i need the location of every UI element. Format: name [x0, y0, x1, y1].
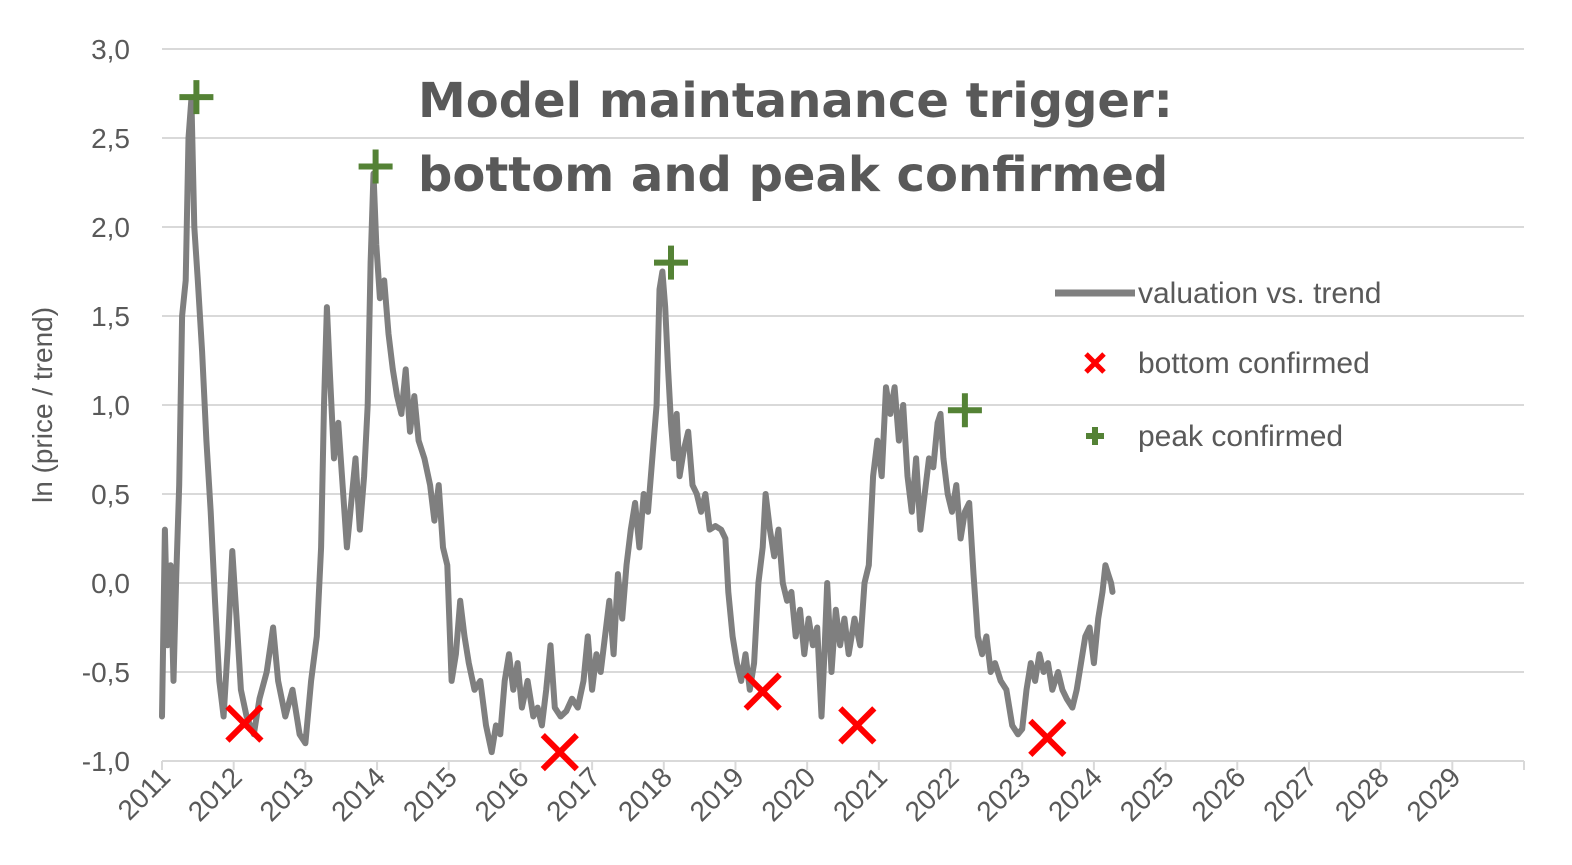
x-tick-label: 2029	[1401, 761, 1467, 827]
bottom-confirmed-marker	[1028, 718, 1067, 758]
peak-confirmed-marker	[358, 149, 393, 184]
legend-item-valuation: valuation vs. trend	[1055, 277, 1381, 310]
x-tick-labels: 2011 2012 2013 2014 2015 2016 2017 2018 2019 2020…	[112, 761, 1467, 827]
peak-confirmed-marker	[947, 393, 982, 428]
chart-title-line-2: bottom and peak confirmed	[418, 147, 1168, 203]
legend: valuation vs. trend bottom confirmed pea…	[1055, 277, 1381, 453]
x-tick-label: 2027	[1257, 761, 1323, 827]
legend-item-bottom: bottom confirmed	[1084, 347, 1370, 380]
chart-title: Model maintanance trigger: bottom and pe…	[418, 73, 1173, 203]
axis-layer	[161, 760, 1525, 770]
legend-label-bottom: bottom confirmed	[1138, 347, 1370, 380]
y-tick-label: 0,5	[91, 479, 130, 510]
x-tick-label: 2021	[827, 761, 893, 827]
x-tick-label: 2028	[1329, 761, 1395, 827]
x-tick-label: 2022	[899, 761, 965, 827]
bottom-confirmed-marker	[225, 704, 264, 743]
peak-confirmed-marker	[179, 80, 214, 115]
x-tick-label: 2012	[182, 761, 248, 827]
x-tick-label: 2013	[254, 761, 320, 827]
marker-stroke	[225, 704, 264, 743]
y-tick-label: 1,5	[91, 301, 130, 332]
y-tick-label: 2,5	[91, 123, 130, 154]
x-tick-label: 2015	[397, 761, 463, 827]
peak-confirmed-marker	[654, 245, 688, 280]
legend-item-peak: peak confirmed	[1086, 420, 1343, 453]
bottom-confirmed-marker	[540, 732, 579, 772]
marker-layer	[179, 80, 1067, 772]
x-tick-label: 2025	[1114, 761, 1180, 827]
bottom-confirmed-marker	[838, 706, 877, 745]
x-tick-label: 2017	[540, 761, 606, 827]
marker-stroke	[540, 732, 579, 772]
y-axis-label: ln (price / trend)	[27, 307, 58, 503]
y-tick-labels: -1,0 -0,5 0,0 0,5 1,0 1,5 2,0 2,5 3,0	[82, 34, 130, 777]
marker-stroke	[743, 672, 782, 711]
x-tick-label: 2016	[469, 761, 535, 827]
legend-label-valuation: valuation vs. trend	[1138, 277, 1381, 310]
y-tick-label: 0,0	[91, 568, 130, 599]
y-tick-label: 3,0	[91, 34, 130, 65]
x-tick-label: 2019	[684, 761, 750, 827]
x-tick-label: 2024	[1042, 761, 1108, 827]
y-tick-label: 1,0	[91, 390, 130, 421]
x-tick-label: 2023	[970, 761, 1036, 827]
series-layer	[159, 95, 1116, 756]
legend-label-peak: peak confirmed	[1138, 420, 1343, 453]
x-tick-label: 2026	[1186, 761, 1252, 827]
y-tick-label: -1,0	[82, 746, 130, 777]
bottom-confirmed-marker	[743, 672, 782, 711]
chart-title-line-1: Model maintanance trigger:	[418, 73, 1173, 129]
legend-swatch-plus-marker	[1086, 427, 1104, 445]
x-tick-label: 2018	[612, 761, 678, 827]
marker-stroke	[1028, 718, 1067, 758]
x-tick-label: 2020	[755, 761, 821, 827]
y-tick-label: -0,5	[82, 657, 130, 688]
series-line-valuation	[159, 95, 1116, 756]
y-tick-label: 2,0	[91, 212, 130, 243]
x-tick-label: 2014	[325, 761, 391, 827]
legend-swatch-x-marker	[1084, 352, 1106, 374]
marker-stroke	[838, 706, 877, 745]
